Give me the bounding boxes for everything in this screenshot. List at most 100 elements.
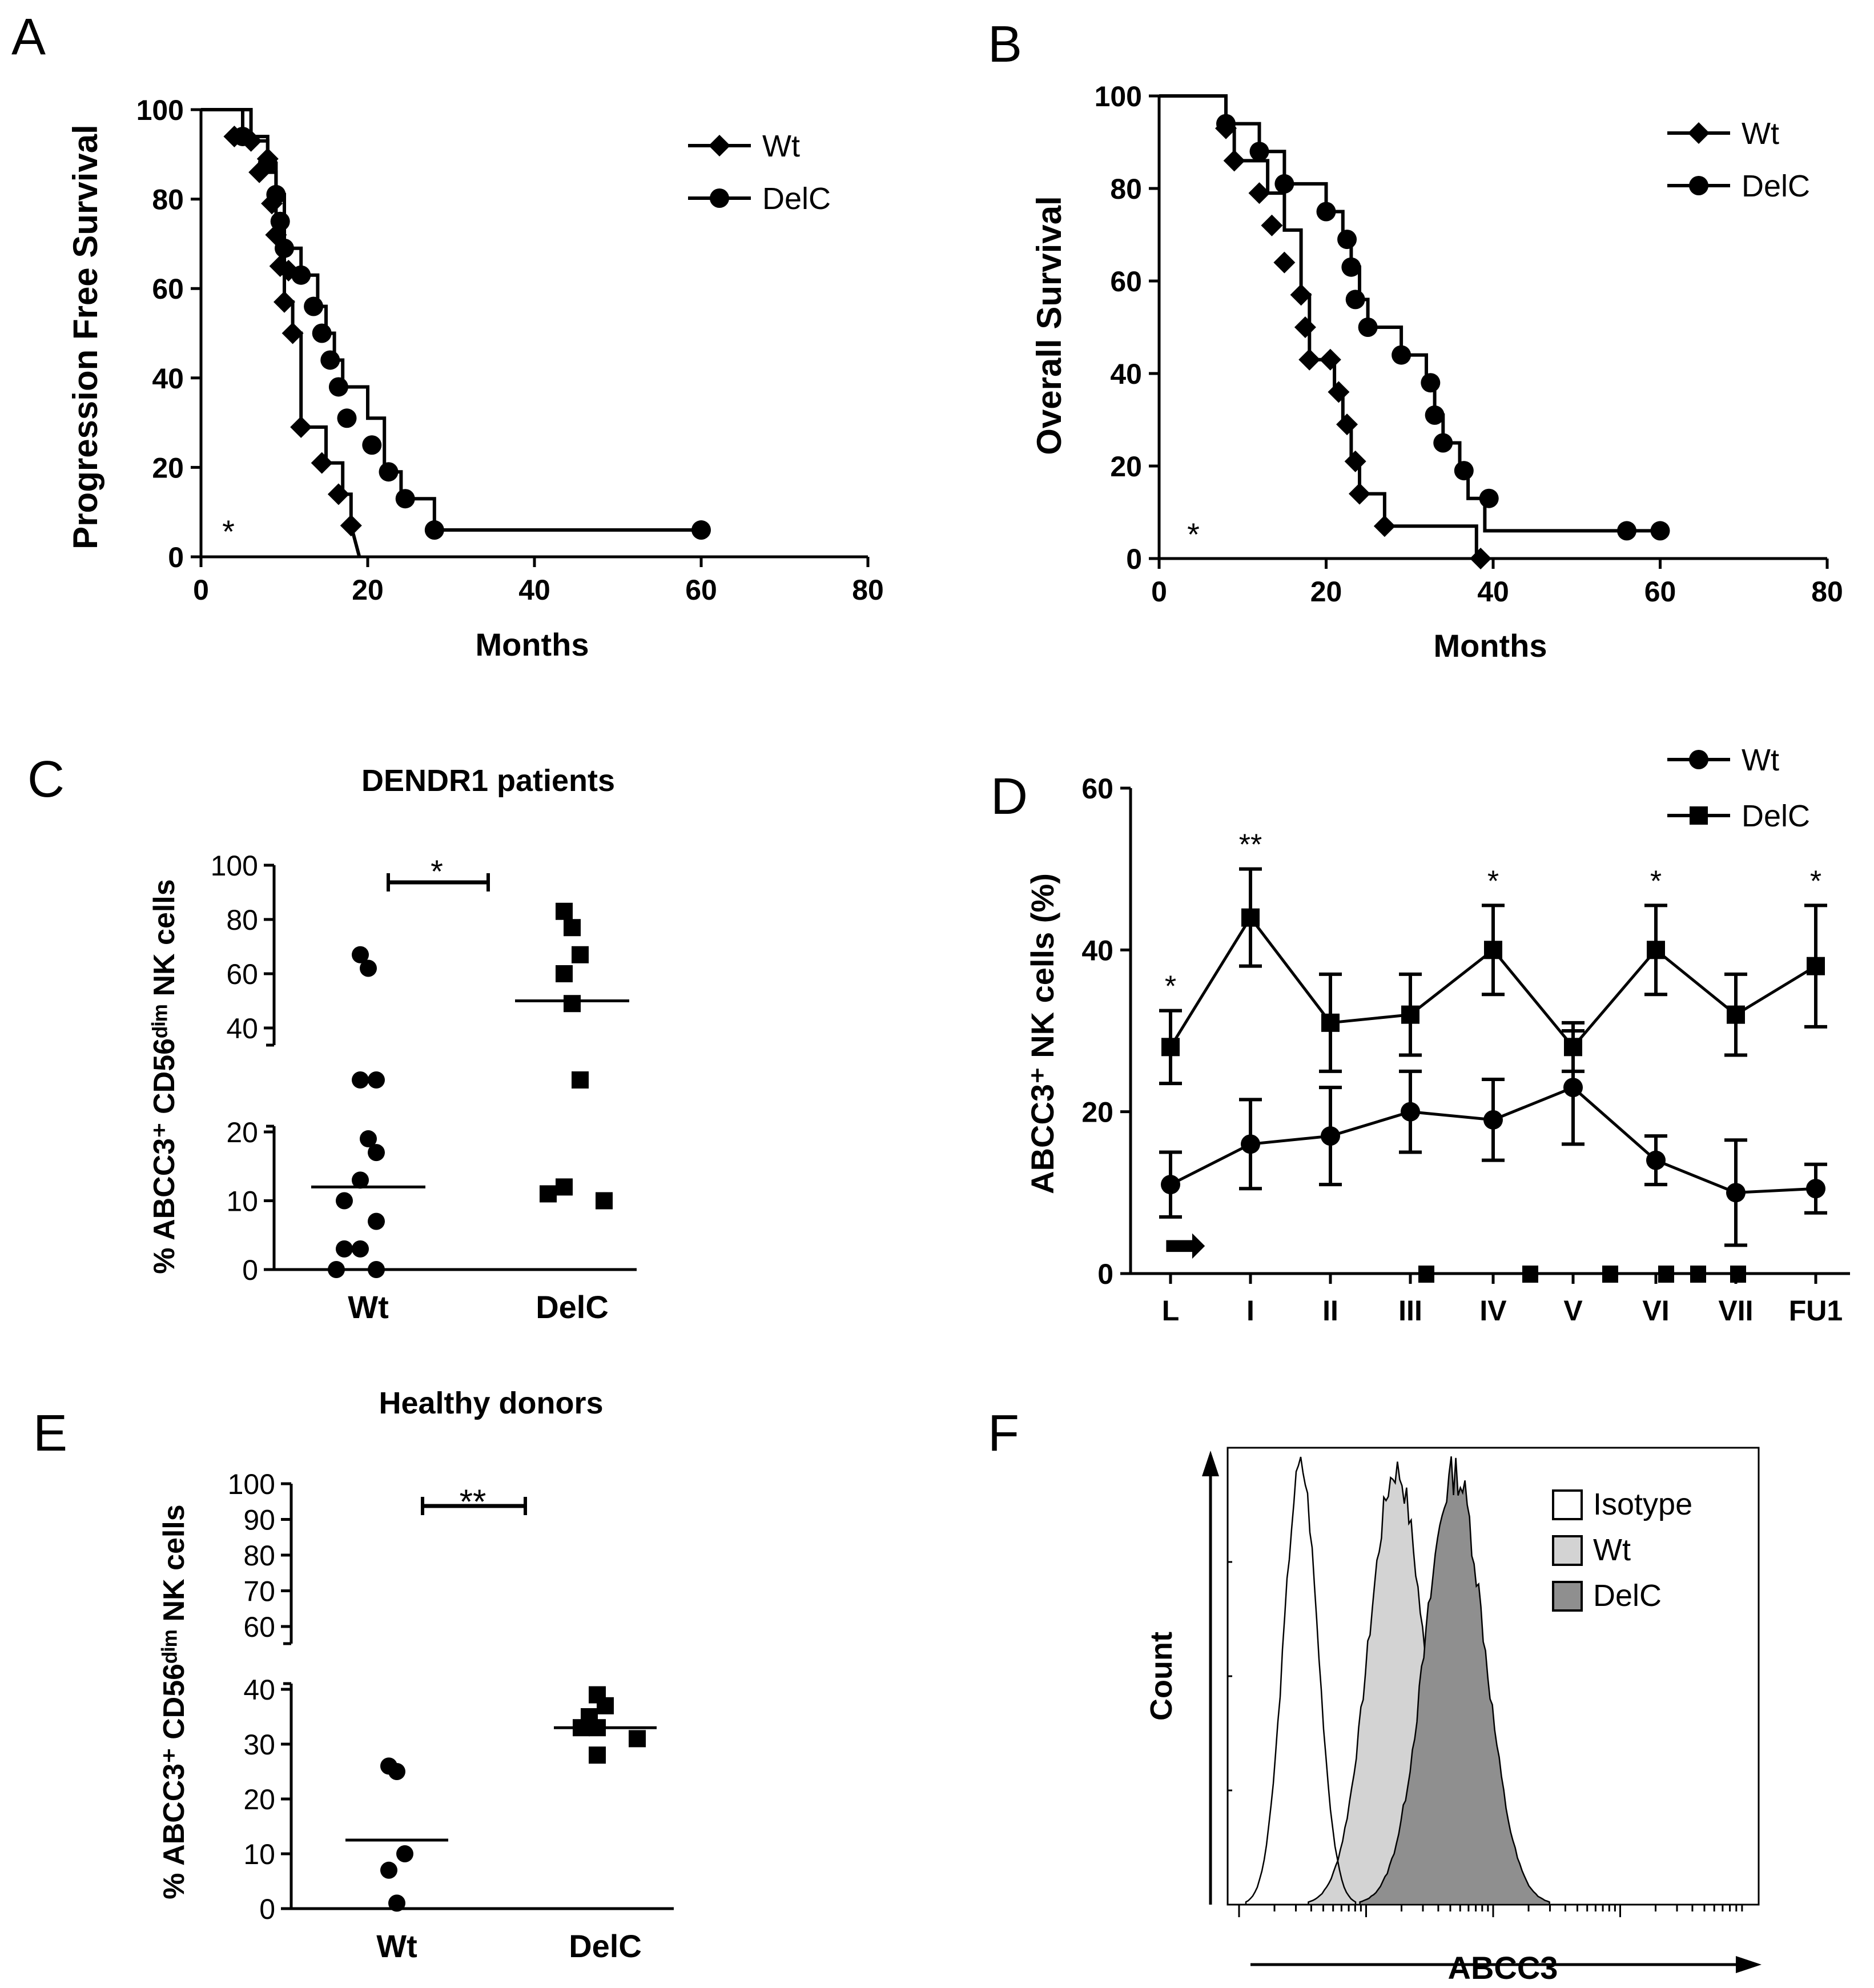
- series-delc-point: [1421, 373, 1441, 393]
- series-wt-point: [368, 1261, 385, 1278]
- series-delc-point: [1807, 957, 1825, 975]
- histogram-isotype: [1245, 1456, 1357, 1906]
- series-delc-point: [312, 323, 332, 343]
- series-delc-point: [1241, 908, 1260, 927]
- panel-letter-a: A: [11, 9, 46, 66]
- panel-e-y-axis-label-text: % ABCC3⁺ CD56ᵈⁱᵐ NK cells: [158, 1504, 191, 1899]
- series-wt-point: [1563, 1078, 1583, 1098]
- panel-f-abcc3-arrow: [1250, 1956, 1762, 1973]
- panel-f-legend-wt-swatch: [1552, 1535, 1583, 1566]
- panel-c-y-axis-label: % ABCC3⁺ CD56ᵈⁱᵐ NK cells: [148, 879, 181, 1274]
- y-tick-label: 60: [243, 1611, 275, 1643]
- series-delc-point: [572, 946, 589, 963]
- x-tick-label: 0: [1151, 576, 1167, 608]
- series-delc-point: [1341, 257, 1361, 277]
- x-category-label: III: [1398, 1295, 1422, 1327]
- series-wt-point: [1483, 1110, 1503, 1130]
- series-wt-point: [1261, 214, 1283, 236]
- panel-letter-b: B: [988, 16, 1022, 73]
- x-category-label: VI: [1642, 1295, 1669, 1327]
- panel-b-significance: *: [1187, 516, 1200, 552]
- panel-a-legend-delc-marker: [710, 188, 729, 208]
- panel-b-plot-area: [1159, 94, 1670, 569]
- y-tick-label: 40: [226, 1013, 258, 1045]
- series-delc-point: [564, 919, 581, 937]
- significance-star: *: [1165, 970, 1176, 1003]
- series-delc-point: [266, 184, 286, 204]
- x-category-label: Wt: [376, 1928, 417, 1964]
- panel-f-legend-wt: Wt: [1593, 1533, 1631, 1567]
- series-wt-point: [1161, 1175, 1180, 1195]
- series-delc-point: [258, 153, 278, 173]
- y-tick-label: 20: [1110, 451, 1142, 483]
- y-tick-label: 10: [243, 1838, 275, 1870]
- panel-d-legend: Wt DelC: [1667, 743, 1810, 833]
- panel-d-legend-delc: DelC: [1742, 799, 1810, 833]
- y-tick-label: 60: [1081, 773, 1113, 805]
- panel-d-treatment-arrow: ➡: [1163, 1215, 1206, 1275]
- series-delc-point: [1433, 433, 1453, 453]
- panel-f-count-arrow: [1202, 1451, 1219, 1905]
- x-category-label: FU1: [1789, 1295, 1843, 1327]
- y-tick-label: 0: [1126, 543, 1142, 575]
- series-wt-point: [352, 1071, 369, 1089]
- panel-b-axes: 0 20 40 60 80 100 0 20 40 60 80: [1095, 81, 1843, 608]
- significance-star: *: [1487, 865, 1499, 898]
- panel-c-axes: 40 60 80 100 0 10 20 Wt DelC: [211, 850, 637, 1325]
- series-wt-point: [1273, 251, 1296, 274]
- x-category-label: V: [1563, 1295, 1583, 1327]
- y-tick-label: 40: [1110, 358, 1142, 390]
- series-wt-point: [388, 1894, 405, 1912]
- series-delc-point: [1647, 941, 1665, 959]
- series-delc-point: [395, 489, 415, 509]
- series-delc-point: [1454, 461, 1474, 481]
- series-delc-point: [424, 520, 444, 540]
- treatment-marker: [1602, 1266, 1618, 1283]
- y-tick-label: 0: [168, 541, 184, 573]
- series-wt-point: [1401, 1102, 1420, 1122]
- series-wt-point: [1223, 150, 1245, 172]
- x-category-label: Wt: [348, 1289, 389, 1325]
- series-delc-point: [1274, 174, 1294, 194]
- series-delc-point: [589, 1746, 606, 1764]
- panel-b-x-axis-label: Months: [1433, 628, 1547, 664]
- y-tick-label: 10: [226, 1186, 258, 1218]
- series-wt-point: [290, 416, 312, 438]
- panel-b-legend: Wt DelC: [1667, 117, 1810, 203]
- series-delc-point: [304, 296, 324, 316]
- x-tick-label: 60: [685, 574, 717, 606]
- series-delc-point: [556, 1178, 573, 1196]
- series-wt-point: [1336, 413, 1358, 436]
- series-wt-point: [1321, 1126, 1340, 1146]
- series-wt-point: [1646, 1150, 1666, 1170]
- series-delc-point: [540, 1185, 557, 1203]
- y-tick-label: 0: [1097, 1258, 1113, 1290]
- series-wt-point: [336, 1192, 353, 1210]
- panel-letter-c: C: [27, 751, 65, 808]
- panel-d-legend-wt-marker: [1689, 750, 1708, 769]
- x-category-label: DelC: [569, 1928, 642, 1964]
- panel-c-significance: *: [431, 853, 443, 889]
- series-delc-point: [691, 520, 711, 540]
- treatment-marker: [1418, 1266, 1434, 1283]
- series-wt-point: [1294, 316, 1316, 338]
- series-delc-point: [1321, 1013, 1340, 1032]
- panel-c-dot-plot: DENDR1 patients 40 60 80 100 0 10 20 Wt DelC % A…: [148, 764, 637, 1325]
- panel-a-axes: 0 20 40 60 80 100 0 20 40 60 80: [136, 94, 884, 606]
- x-category-label: L: [1162, 1295, 1180, 1327]
- series-delc-point: [1392, 345, 1411, 365]
- series-delc-point: [1216, 114, 1236, 134]
- y-tick-label: 80: [1110, 173, 1142, 205]
- panel-f-legend-delc: DelC: [1593, 1579, 1662, 1613]
- series-wt-point: [360, 959, 377, 977]
- y-tick-label: 100: [211, 850, 258, 882]
- panel-f-legend-isotype-swatch: [1552, 1489, 1583, 1520]
- series-delc-point: [572, 1071, 589, 1089]
- y-tick-label: 70: [243, 1576, 275, 1608]
- panel-b-legend-wt: Wt: [1742, 117, 1779, 151]
- x-tick-label: 80: [1811, 576, 1843, 608]
- series-delc-point: [1479, 488, 1499, 508]
- series-delc-point: [1316, 202, 1336, 222]
- panel-f-legend-delc-swatch: [1552, 1581, 1583, 1612]
